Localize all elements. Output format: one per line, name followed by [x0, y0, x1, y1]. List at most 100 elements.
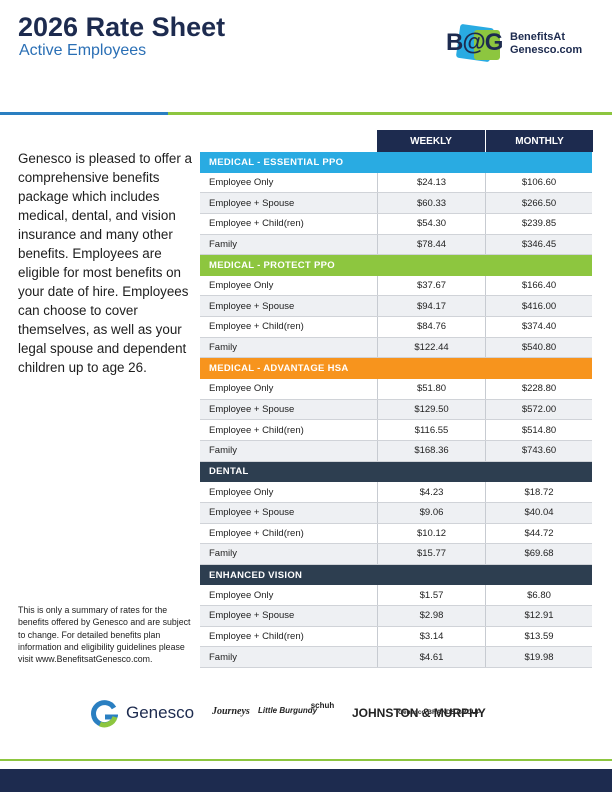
table-row: Employee + Child(ren) $116.55 $514.80: [200, 420, 592, 441]
genesco-icon: [91, 700, 118, 728]
rate-cell: $51.80: [377, 379, 485, 399]
subtitle: Active Employees: [19, 42, 147, 59]
column-header: WEEKLY: [377, 130, 485, 152]
rate-cell: $54.30: [377, 213, 485, 234]
table-row: Employee + Spouse $9.06 $40.04: [200, 502, 592, 524]
rate-cell: $743.60: [485, 440, 592, 461]
rate-cell: $60.33: [377, 193, 485, 213]
divider-green: [168, 112, 612, 115]
table-row: Employee Only $4.23 $18.72: [200, 482, 592, 503]
coverage-label: Employee + Child(ren): [209, 321, 304, 333]
rate-cell: $4.61: [377, 647, 485, 667]
rate-cell: $78.44: [377, 234, 485, 255]
rate-cell: $94.17: [377, 296, 485, 317]
section-name: MEDICAL - ESSENTIAL PPO: [209, 156, 344, 168]
section-name: DENTAL: [209, 466, 249, 478]
section-header: DENTAL: [200, 461, 592, 483]
rate-cell: $1.57: [377, 585, 485, 606]
intro-text: Genesco is pleased to offer a comprehens…: [18, 151, 192, 375]
rate-cell: $166.40: [485, 275, 592, 296]
brand-name: JOHNSTON & MURPHY: [352, 706, 486, 720]
rate-cell: $266.50: [485, 193, 592, 213]
title: 2026 Rate Sheet: [18, 12, 226, 42]
rate-cell: $37.67: [377, 275, 485, 296]
rate-cell: $228.80: [485, 379, 592, 399]
table-row: Employee Only $24.13 $106.60: [200, 172, 592, 194]
section-header: MEDICAL - ADVANTAGE HSA: [200, 358, 592, 380]
table-row: Employee + Child(ren) $10.12 $44.72: [200, 523, 592, 545]
coverage-label: Family: [209, 651, 237, 663]
coverage-label: Employee + Child(ren): [209, 424, 304, 436]
coverage-label: Employee + Spouse: [209, 403, 295, 415]
table-row: Family $4.61 $19.98: [200, 647, 592, 668]
logo-mark: B@G: [446, 29, 503, 56]
rate-cell: $12.91: [485, 606, 592, 626]
rate-cell: $416.00: [485, 296, 592, 317]
rate-cell: $540.80: [485, 337, 592, 358]
coverage-label: Employee + Spouse: [209, 300, 295, 312]
rate-cell: $129.50: [377, 399, 485, 420]
rate-cell: $4.23: [377, 482, 485, 502]
table-row: Family $78.44 $346.45: [200, 234, 592, 256]
table-row: Employee + Spouse $94.17 $416.00: [200, 296, 592, 318]
rate-cell: $6.80: [485, 585, 592, 606]
rate-cell: $84.76: [377, 317, 485, 337]
coverage-label: Employee Only: [209, 280, 274, 292]
table-row: Employee + Child(ren) $3.14 $13.59: [200, 626, 592, 648]
table-row: Employee Only $51.80 $228.80: [200, 379, 592, 400]
brand-name: schuh: [310, 701, 335, 710]
section-name: MEDICAL - PROTECT PPO: [209, 260, 335, 271]
coverage-label: Employee + Child(ren): [209, 218, 304, 230]
table-row: Family $15.77 $69.68: [200, 544, 592, 565]
section-name: MEDICAL - ADVANTAGE HSA: [209, 363, 349, 375]
rate-cell: $18.72: [485, 482, 592, 502]
section-header: MEDICAL - ESSENTIAL PPO: [200, 152, 592, 173]
rate-cell: $2.98: [377, 606, 485, 626]
rate-cell: $9.06: [377, 502, 485, 523]
rate-cell: $374.40: [485, 317, 592, 337]
section-name: ENHANCED VISION: [209, 569, 303, 581]
coverage-label: Family: [209, 238, 237, 250]
rate-cell: $572.00: [485, 399, 592, 420]
rate-cell: $69.68: [485, 544, 592, 564]
coverage-label: Family: [209, 342, 237, 354]
section-header: MEDICAL - PROTECT PPO: [200, 255, 592, 276]
rate-cell: $19.98: [485, 647, 592, 667]
coverage-label: Employee + Child(ren): [209, 527, 304, 539]
coverage-label: Employee + Spouse: [209, 610, 295, 622]
table-row: Employee + Spouse $60.33 $266.50: [200, 193, 592, 214]
brand-name: Genesco BRANDS GROUP: [398, 709, 481, 716]
coverage-label: Family: [209, 445, 237, 457]
footer-band: [0, 769, 612, 792]
logo: B@G BenefitsAt Genesco.com: [444, 20, 604, 64]
footnote: This is only a summary of rates for the …: [18, 605, 191, 665]
column-header: MONTHLY: [485, 130, 593, 152]
rate-cell: $122.44: [377, 337, 485, 358]
logo-line1: BenefitsAt: [510, 31, 566, 43]
rate-cell: $514.80: [485, 420, 592, 440]
table-row: Employee Only $37.67 $166.40: [200, 275, 592, 297]
rate-cell: $3.14: [377, 626, 485, 647]
table-row: Employee + Child(ren) $84.76 $374.40: [200, 317, 592, 338]
brand-name: Journeys: [212, 706, 250, 717]
coverage-label: Employee + Spouse: [209, 197, 295, 209]
rate-cell: $10.12: [377, 523, 485, 544]
table-row: Employee Only $1.57 $6.80: [200, 585, 592, 607]
footer-line: [0, 759, 612, 761]
brand-main: Genesco: [126, 703, 195, 722]
table-row: Employee + Spouse $2.98 $12.91: [200, 606, 592, 627]
rate-table: WEEKLY MONTHLY MEDICAL - ESSENTIAL PPO Empl…: [200, 130, 593, 668]
coverage-label: Employee Only: [209, 589, 274, 601]
table-row: Family $122.44 $540.80: [200, 337, 592, 359]
rate-cell: $106.60: [485, 172, 592, 193]
rate-cell: $239.85: [485, 213, 592, 234]
logo-line2: Genesco.com: [510, 44, 583, 56]
coverage-label: Employee + Child(ren): [209, 631, 304, 643]
coverage-label: Employee Only: [209, 176, 274, 188]
rate-cell: $346.45: [485, 234, 592, 255]
coverage-label: Employee + Spouse: [209, 507, 295, 519]
table-row: Employee + Child(ren) $54.30 $239.85: [200, 213, 592, 235]
table-row: Employee + Spouse $129.50 $572.00: [200, 399, 592, 421]
